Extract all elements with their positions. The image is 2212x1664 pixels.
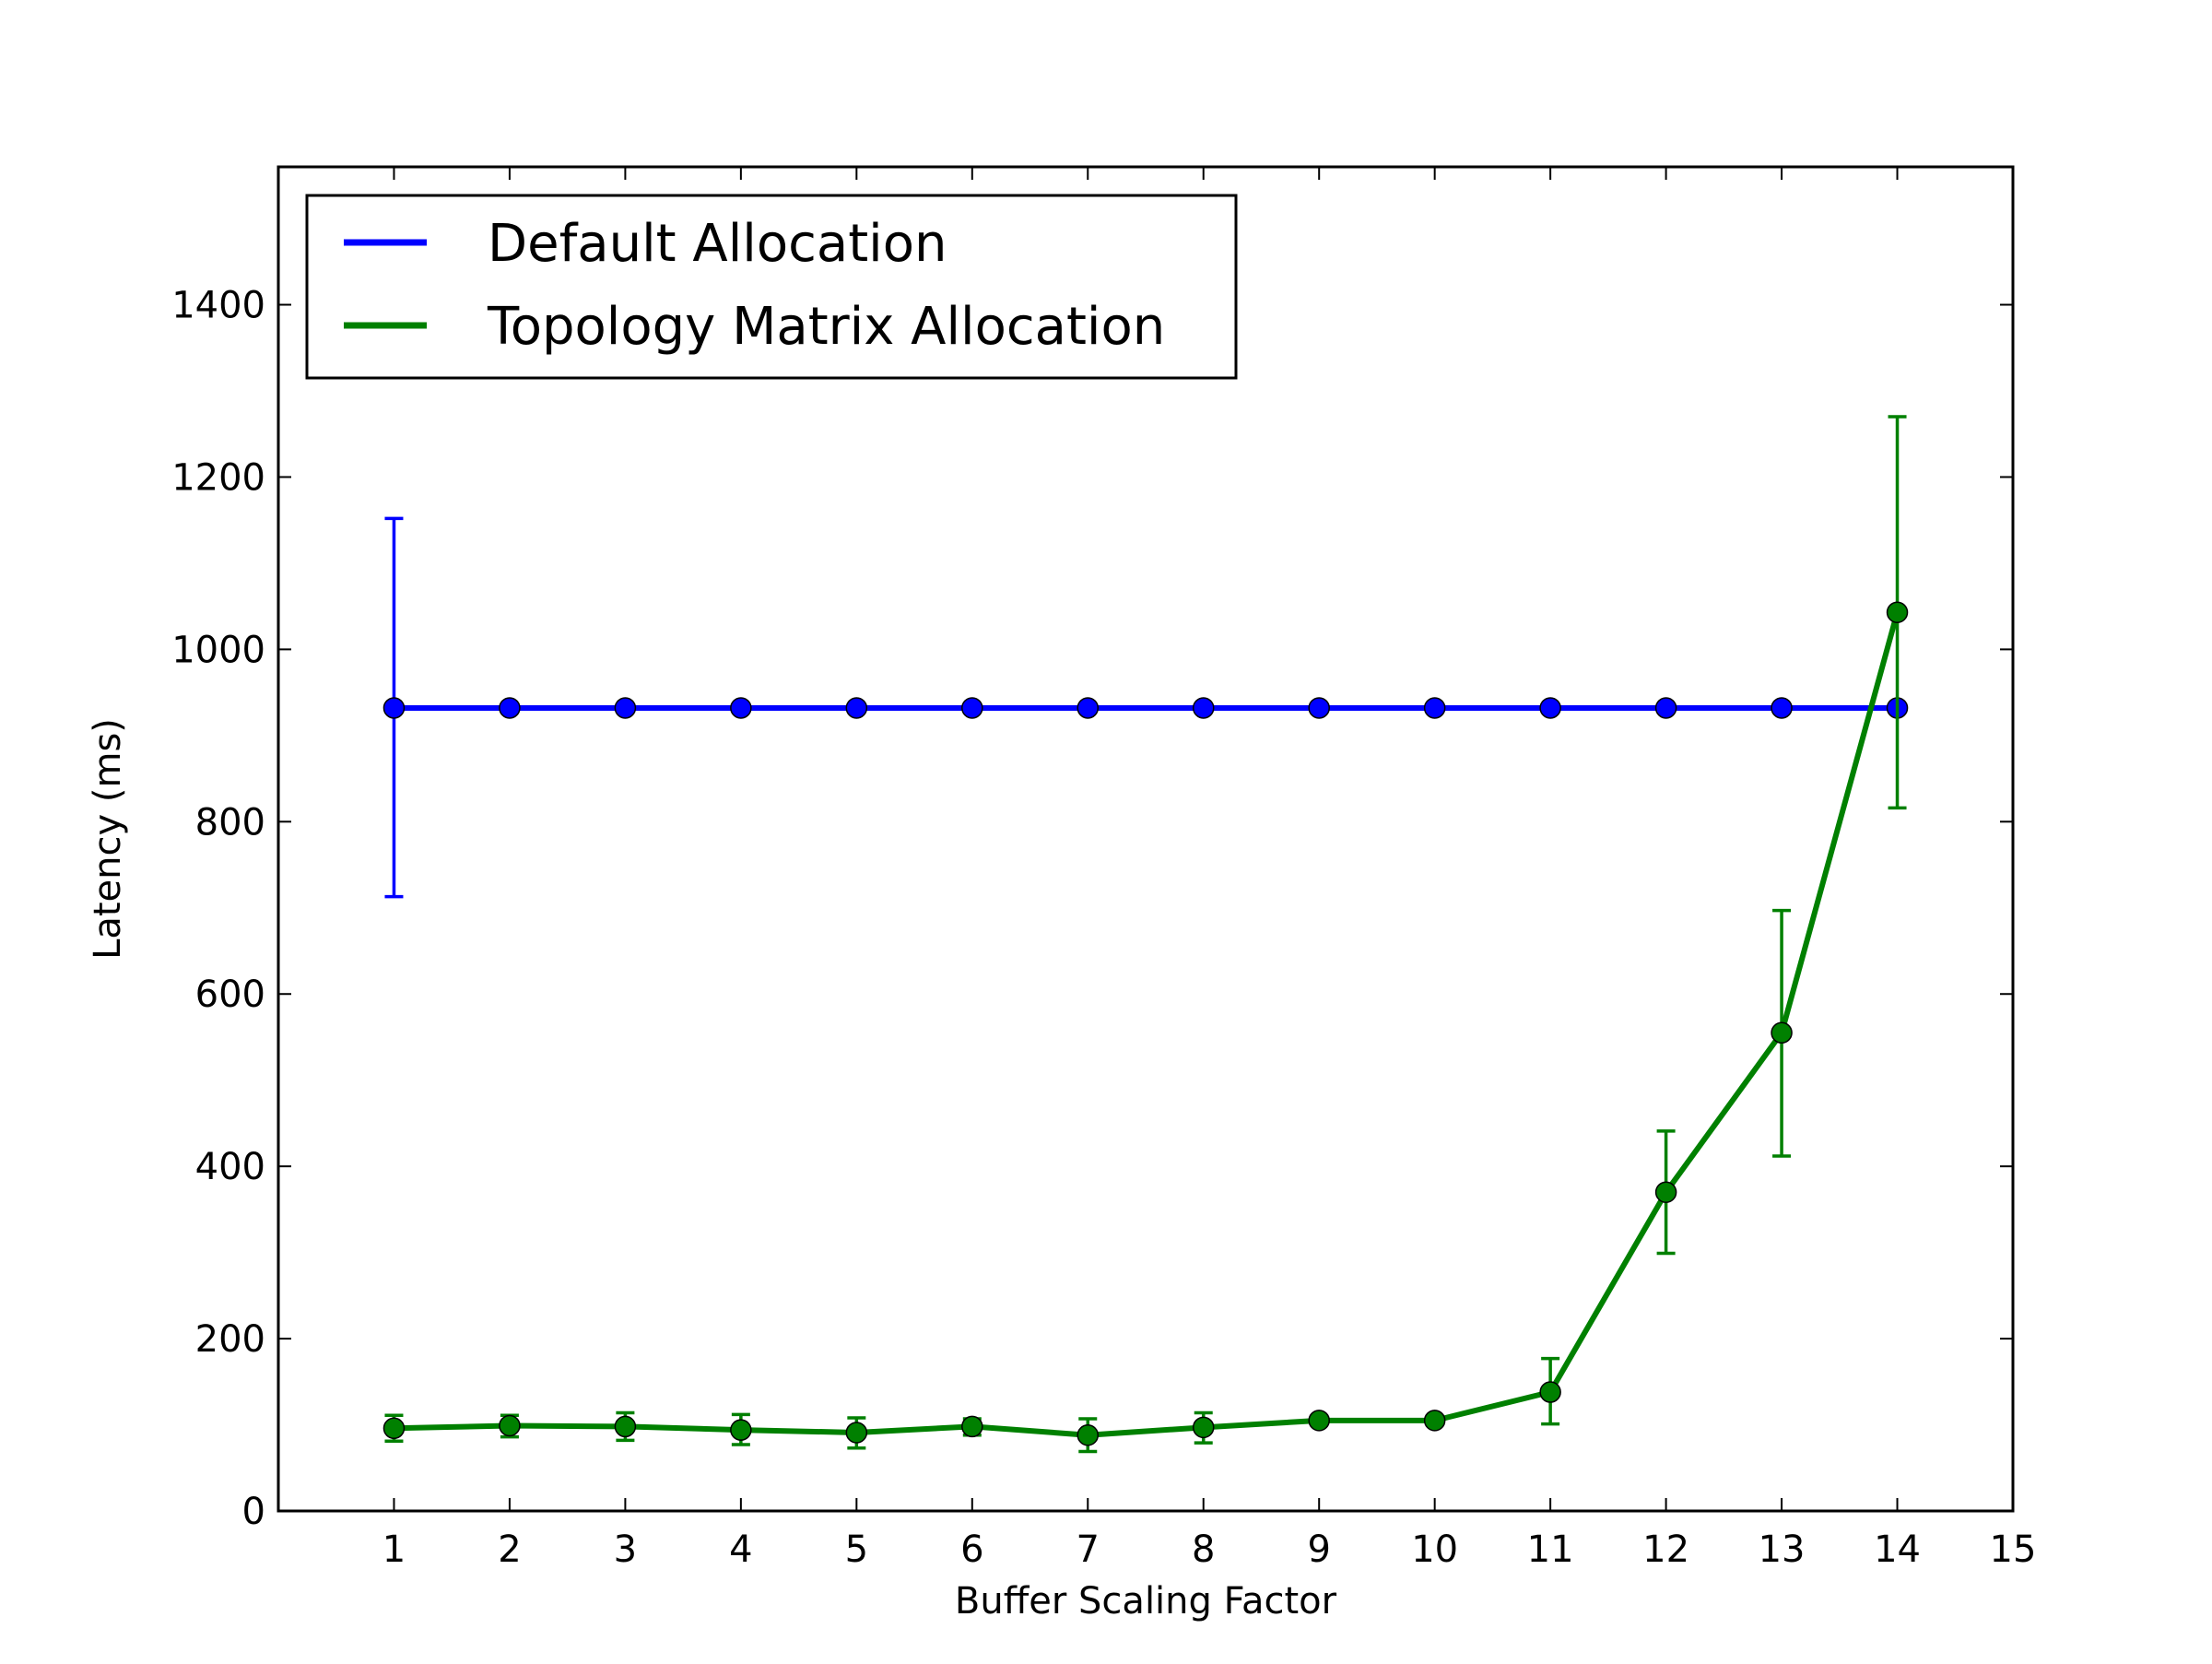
x-tick-label: 9 bbox=[1307, 1528, 1330, 1571]
data-point bbox=[1308, 697, 1330, 719]
data-point bbox=[1077, 1424, 1100, 1446]
x-tick-label: 14 bbox=[1874, 1528, 1921, 1571]
data-point bbox=[1771, 697, 1793, 719]
data-point bbox=[382, 1417, 406, 1440]
data-point bbox=[961, 1415, 983, 1438]
y-tick-label: 600 bbox=[195, 974, 265, 1016]
y-tick-label: 800 bbox=[195, 801, 265, 844]
x-tick-label: 1 bbox=[382, 1528, 406, 1571]
series-line bbox=[394, 611, 1900, 1438]
series-1 bbox=[382, 415, 1909, 1454]
x-tick-label: 11 bbox=[1527, 1528, 1574, 1571]
data-point bbox=[1771, 1021, 1793, 1044]
data-point bbox=[1539, 697, 1561, 719]
data-point bbox=[1192, 697, 1215, 719]
data-point bbox=[499, 1414, 521, 1437]
data-point bbox=[382, 697, 406, 719]
data-point bbox=[1423, 697, 1446, 719]
legend-label: Default Allocation bbox=[488, 214, 947, 274]
x-tick-label: 12 bbox=[1642, 1528, 1689, 1571]
data-point bbox=[1192, 1416, 1215, 1439]
data-point bbox=[730, 697, 752, 719]
data-point bbox=[1654, 1181, 1677, 1203]
x-axis-label: Buffer Scaling Factor bbox=[955, 1580, 1337, 1623]
data-point bbox=[845, 1422, 868, 1444]
x-tick-label: 15 bbox=[1990, 1528, 2037, 1571]
y-tick-label: 1200 bbox=[171, 456, 265, 499]
series-0 bbox=[382, 516, 1909, 899]
data-point bbox=[845, 697, 868, 719]
data-point bbox=[614, 697, 637, 719]
x-tick-label: 8 bbox=[1192, 1528, 1215, 1571]
plot-area-frame bbox=[276, 165, 2015, 1513]
x-tick-label: 3 bbox=[614, 1528, 637, 1571]
data-point bbox=[730, 1419, 752, 1441]
data-point bbox=[1423, 1410, 1446, 1432]
y-tick-label: 400 bbox=[195, 1146, 265, 1188]
ticks-group: 1 2 3 4 5 6 7 8 9 10 11 12 13 14 150200400600800100012… bbox=[171, 167, 2036, 1571]
x-tick-label: 13 bbox=[1759, 1528, 1806, 1571]
series-group bbox=[382, 415, 1909, 1454]
y-axis-label: Latency (ms) bbox=[87, 718, 129, 960]
x-tick-label: 7 bbox=[1077, 1528, 1100, 1571]
y-tick-label: 1000 bbox=[171, 629, 265, 671]
y-tick-label: 200 bbox=[195, 1318, 265, 1361]
data-point bbox=[1308, 1410, 1330, 1432]
data-point bbox=[1077, 697, 1100, 719]
legend-label: Topology Matrix Allocation bbox=[487, 297, 1165, 357]
data-point bbox=[614, 1415, 637, 1438]
x-tick-label: 2 bbox=[498, 1528, 521, 1571]
data-point bbox=[1886, 601, 1909, 623]
data-point bbox=[1654, 697, 1677, 719]
data-point bbox=[961, 697, 983, 719]
data-point bbox=[1539, 1381, 1561, 1403]
legend-box bbox=[305, 194, 1238, 380]
legend: Default Allocation Topology Matrix Alloca… bbox=[305, 194, 1238, 380]
x-tick-label: 4 bbox=[729, 1528, 752, 1571]
x-tick-label: 10 bbox=[1411, 1528, 1458, 1571]
y-tick-label: 0 bbox=[242, 1491, 265, 1533]
data-point bbox=[499, 697, 521, 719]
x-tick-label: 5 bbox=[845, 1528, 868, 1571]
y-tick-label: 1400 bbox=[171, 285, 265, 327]
x-tick-label: 6 bbox=[960, 1528, 983, 1571]
